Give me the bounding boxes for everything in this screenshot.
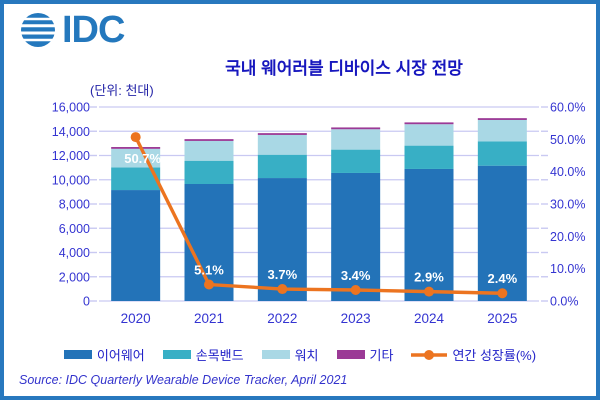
- svg-text:50.7%: 50.7%: [124, 151, 161, 166]
- legend-item-3: 기타: [336, 345, 394, 364]
- svg-text:14,000: 14,000: [52, 125, 90, 139]
- growth-marker: [277, 284, 288, 295]
- svg-text:6,000: 6,000: [59, 222, 90, 236]
- svg-text:16,000: 16,000: [52, 101, 90, 115]
- svg-text:12,000: 12,000: [52, 149, 90, 163]
- bar-segment: [111, 167, 161, 191]
- bar-segment: [404, 168, 454, 301]
- bar-segment: [477, 165, 527, 301]
- bar-segment: [331, 172, 381, 301]
- growth-labels: 50.7% 5.1% 3.7% 3.4% 2.9% 2.4%: [124, 151, 517, 286]
- bar-segment: [477, 118, 527, 120]
- legend-line-icon: [411, 349, 448, 360]
- growth-line: [130, 132, 508, 299]
- svg-text:2,000: 2,000: [59, 270, 90, 284]
- bar-segment: [477, 141, 527, 166]
- svg-text:2024: 2024: [414, 311, 445, 326]
- idc-logo: IDC: [18, 9, 125, 51]
- bar-segment: [331, 127, 381, 130]
- legend-item-growth-line: 연간 성장률(%): [411, 345, 536, 364]
- growth-marker: [424, 286, 434, 297]
- chart-legend: 이어웨어 손목밴드 워치 기타 연간 성장률(%): [4, 345, 596, 364]
- gridlines: [90, 106, 548, 302]
- svg-text:10.0%: 10.0%: [550, 262, 585, 276]
- legend-item-1: 손목밴드: [162, 345, 244, 364]
- svg-text:4,000: 4,000: [59, 246, 90, 260]
- growth-marker: [204, 279, 214, 290]
- idc-logo-text: IDC: [62, 9, 125, 51]
- bar-segment: [184, 139, 234, 141]
- svg-text:2020: 2020: [121, 311, 151, 326]
- svg-text:2.9%: 2.9%: [414, 270, 444, 285]
- growth-marker: [130, 132, 141, 143]
- svg-text:8,000: 8,000: [59, 198, 90, 212]
- svg-text:60.0%: 60.0%: [550, 101, 585, 115]
- svg-text:5.1%: 5.1%: [194, 263, 224, 278]
- svg-text:2.4%: 2.4%: [488, 271, 518, 286]
- svg-text:2021: 2021: [194, 311, 224, 326]
- svg-text:2022: 2022: [267, 311, 297, 326]
- bar-segment: [257, 134, 307, 155]
- bar-segment: [184, 140, 234, 161]
- source-note: Source: IDC Quarterly Wearable Device Tr…: [19, 373, 348, 387]
- bar-segment: [331, 129, 381, 150]
- legend-item-0: 이어웨어: [63, 345, 145, 364]
- unit-label: (단위: 천대): [90, 83, 154, 98]
- legend-label: 워치: [294, 348, 319, 363]
- bar-segment: [111, 147, 161, 149]
- bar-segment: [404, 122, 454, 125]
- legend-swatch-icon: [63, 350, 92, 359]
- bar-segment: [111, 190, 161, 301]
- svg-text:0: 0: [83, 295, 90, 309]
- svg-text:20.0%: 20.0%: [550, 230, 585, 244]
- bar-segment: [404, 145, 454, 169]
- x-axis-labels: 2020 2021 2022 2023 2024 2025: [121, 311, 518, 326]
- bar-segment: [477, 119, 527, 142]
- chart-title: 국내 웨어러블 디바이스 시장 전망: [225, 59, 463, 78]
- chart-canvas: 0 2,000 4,000 6,000 8,000 10,000 12,000 14,000 1…: [52, 101, 586, 327]
- svg-text:3.4%: 3.4%: [341, 268, 371, 283]
- svg-text:40.0%: 40.0%: [550, 165, 585, 179]
- legend-swatch-icon: [162, 350, 191, 359]
- bar-segment: [257, 154, 307, 179]
- legend-swatch-icon: [261, 350, 290, 359]
- growth-marker: [497, 288, 508, 299]
- stacked-bars: [111, 118, 527, 301]
- svg-text:0.0%: 0.0%: [550, 295, 579, 309]
- axis-labels: 0 2,000 4,000 6,000 8,000 10,000 12,000 14,000 1…: [52, 101, 586, 309]
- svg-text:3.7%: 3.7%: [268, 267, 298, 282]
- growth-marker: [350, 285, 361, 296]
- svg-text:2025: 2025: [487, 311, 517, 326]
- bar-segment: [404, 124, 454, 146]
- bar-segment: [257, 133, 307, 135]
- legend-label: 손목밴드: [195, 348, 244, 363]
- legend-item-2: 워치: [261, 345, 319, 364]
- svg-text:30.0%: 30.0%: [550, 198, 585, 212]
- svg-text:10,000: 10,000: [52, 173, 90, 187]
- legend-label: 연간 성장률(%): [452, 348, 537, 363]
- legend-label: 이어웨어: [96, 348, 145, 363]
- bar-segment: [331, 149, 381, 173]
- svg-text:2023: 2023: [341, 311, 371, 326]
- svg-text:50.0%: 50.0%: [550, 133, 585, 147]
- idc-globe-icon: [18, 13, 58, 47]
- legend-label: 기타: [369, 348, 394, 363]
- bar-segment: [257, 178, 307, 301]
- legend-swatch-icon: [336, 350, 365, 359]
- bar-segment: [184, 160, 234, 184]
